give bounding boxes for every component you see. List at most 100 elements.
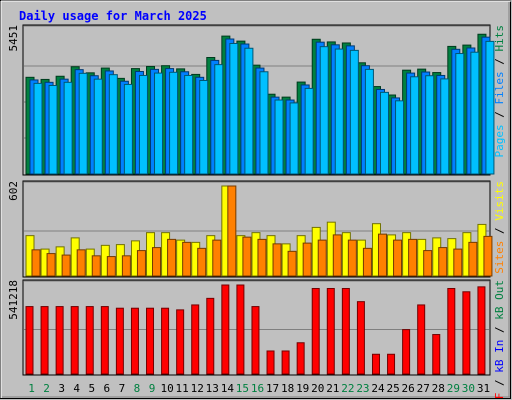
bar-kb-f-day-21 xyxy=(326,287,335,375)
bar-pages-day-23 xyxy=(364,68,374,175)
panel-1: 5451 xyxy=(7,24,495,176)
bar-sites-day-17 xyxy=(272,243,282,277)
bar-pages-day-11 xyxy=(184,74,194,175)
legend-entry: kB In xyxy=(493,340,506,373)
bar-kb-f-day-20 xyxy=(311,287,320,375)
x-tick-label: 2 xyxy=(43,382,50,395)
bar-kb-f-day-1 xyxy=(25,306,34,375)
legend-middle: Sites / Visits xyxy=(493,181,506,274)
bar-sites-day-9 xyxy=(152,247,162,277)
bar-kb-f-day-16 xyxy=(251,306,260,375)
legend-entry: / xyxy=(493,373,506,393)
x-tick-label: 27 xyxy=(417,382,430,395)
x-tick-label: 15 xyxy=(236,382,249,395)
x-tick-label: 8 xyxy=(134,382,141,395)
x-tick-label: 29 xyxy=(447,382,460,395)
legends: Pages / Files / Hits Sites / Visits kB F /… xyxy=(493,25,506,400)
bar-sites-day-22 xyxy=(347,239,357,277)
bar-kb-f-day-29 xyxy=(447,287,456,375)
bar-pages-day-12 xyxy=(199,79,209,175)
x-tick-label: 30 xyxy=(462,382,475,395)
x-tick-label: 3 xyxy=(58,382,65,395)
bar-sites-day-10 xyxy=(167,238,177,277)
bar-kb-f-day-19 xyxy=(296,342,305,375)
y-max-label: 5451 xyxy=(7,25,20,52)
bar-kb-f-day-14 xyxy=(221,284,230,375)
bar-pages-day-9 xyxy=(154,72,164,175)
bar-sites-day-14 xyxy=(227,185,237,277)
x-tick-label: 31 xyxy=(477,382,490,395)
bar-pages-day-31 xyxy=(485,40,495,175)
bar-pages-day-18 xyxy=(289,102,299,175)
x-tick-label: 14 xyxy=(221,382,235,395)
x-tick-label: 20 xyxy=(311,382,324,395)
x-tick-label: 1 xyxy=(28,382,35,395)
bar-pages-day-30 xyxy=(470,51,480,175)
bar-pages-day-8 xyxy=(138,74,148,175)
legend-entry: kB F xyxy=(493,393,506,400)
bar-kb-f-day-9 xyxy=(146,307,155,375)
bar-kb-f-day-10 xyxy=(161,307,170,375)
bar-kb-f-day-27 xyxy=(417,304,426,375)
legend-entry: kB Out xyxy=(493,280,506,320)
bar-sites-day-27 xyxy=(423,250,433,277)
bar-pages-day-27 xyxy=(425,75,435,175)
x-tick-label: 4 xyxy=(73,382,80,395)
bar-sites-day-16 xyxy=(257,238,267,277)
bar-pages-day-16 xyxy=(259,71,269,175)
bar-pages-day-10 xyxy=(169,71,179,175)
bar-pages-day-28 xyxy=(440,78,450,175)
panel-3: 541218 xyxy=(7,279,491,376)
bar-sites-day-11 xyxy=(182,241,192,277)
y-max-label: 602 xyxy=(7,181,20,201)
bar-kb-f-day-30 xyxy=(462,291,471,375)
bar-pages-day-26 xyxy=(410,76,420,175)
bar-sites-day-4 xyxy=(76,249,86,277)
bar-pages-day-14 xyxy=(229,42,239,175)
bar-pages-day-25 xyxy=(395,100,405,175)
bar-sites-day-28 xyxy=(438,247,448,277)
panel-2: 602 xyxy=(7,180,493,278)
bar-sites-day-25 xyxy=(393,239,403,277)
bar-sites-day-18 xyxy=(287,250,297,277)
x-tick-label: 23 xyxy=(356,382,369,395)
bar-sites-day-6 xyxy=(106,256,116,277)
bar-kb-f-day-7 xyxy=(115,307,124,375)
legend-entry: Pages xyxy=(493,124,506,157)
bar-sites-day-15 xyxy=(242,236,252,277)
x-tick-label: 26 xyxy=(402,382,415,395)
legend-entry: Sites xyxy=(493,241,506,274)
legend-entry: Visits xyxy=(493,181,506,221)
bar-kb-f-day-15 xyxy=(236,284,245,375)
bar-sites-day-24 xyxy=(377,233,387,277)
bar-kb-f-day-3 xyxy=(55,306,64,375)
x-tick-label: 5 xyxy=(88,382,95,395)
x-tick-label: 19 xyxy=(296,382,309,395)
legend-entry: / xyxy=(493,105,506,125)
x-axis-labels: 1 2 3 4 5 6 7 8 9 10 11 12 13 14 15 16 17 18 19 20 21 22 23 24 2… xyxy=(28,382,490,395)
legend-entry: / xyxy=(493,221,506,241)
x-tick-label: 25 xyxy=(386,382,399,395)
bar-sites-day-12 xyxy=(197,247,207,277)
bar-kb-f-day-23 xyxy=(356,301,365,375)
bar-pages-day-2 xyxy=(48,85,58,175)
legend-entry: / xyxy=(493,320,506,340)
bar-pages-day-7 xyxy=(123,83,133,175)
bar-kb-f-day-18 xyxy=(281,350,290,375)
legend-top: Pages / Files / Hits xyxy=(493,25,506,158)
bar-pages-day-3 xyxy=(63,81,73,175)
bar-pages-day-29 xyxy=(455,53,465,175)
x-tick-label: 9 xyxy=(149,382,156,395)
chart-title: Daily usage for March 2025 xyxy=(19,9,207,23)
x-tick-label: 18 xyxy=(281,382,294,395)
bar-sites-day-1 xyxy=(31,249,41,277)
bar-sites-day-2 xyxy=(46,253,56,277)
x-tick-label: 10 xyxy=(160,382,173,395)
bar-pages-day-15 xyxy=(244,47,254,175)
panels: 5451 602 541218 xyxy=(7,24,495,376)
bar-sites-day-19 xyxy=(302,242,312,277)
bar-sites-day-30 xyxy=(468,241,478,277)
bar-kb-f-day-13 xyxy=(206,297,215,375)
bar-pages-day-1 xyxy=(33,82,43,175)
x-tick-label: 28 xyxy=(432,382,445,395)
